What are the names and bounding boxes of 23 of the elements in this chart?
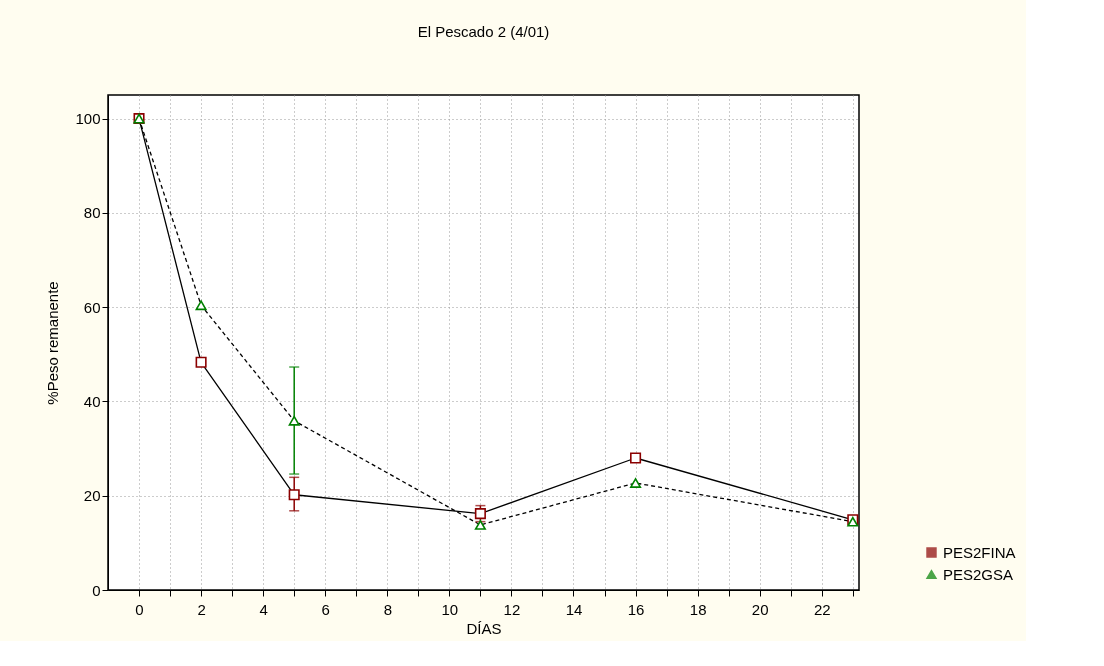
y-tick-label: 100 [75, 110, 101, 128]
x-tick-label: 20 [751, 600, 769, 618]
x-tick-label: 6 [321, 600, 330, 618]
legend-label: PES2FINA [943, 543, 1016, 561]
x-tick-label: 12 [503, 600, 521, 618]
x-axis-title: DÍAS [466, 619, 502, 637]
x-tick-label: 4 [259, 600, 268, 618]
x-tick-label: 14 [565, 600, 583, 618]
x-tick-label: 18 [689, 600, 707, 618]
chart-title: El Pescado 2 (4/01) [417, 23, 550, 40]
x-tick-label: 2 [197, 600, 206, 618]
x-tick-label: 10 [441, 600, 459, 618]
legend-label: PES2GSA [943, 565, 1014, 583]
x-tick-label: 0 [135, 600, 144, 618]
y-axis-title: %Peso remanente [44, 281, 62, 405]
y-tick-label: 20 [83, 487, 101, 505]
x-tick-label: 22 [813, 600, 831, 618]
x-tick-label: 8 [383, 600, 392, 618]
y-tick-label: 60 [83, 298, 101, 316]
x-tick-label: 16 [627, 600, 645, 618]
y-tick-label: 0 [92, 581, 101, 599]
y-tick-label: 80 [83, 204, 101, 222]
y-tick-label: 40 [83, 392, 101, 410]
